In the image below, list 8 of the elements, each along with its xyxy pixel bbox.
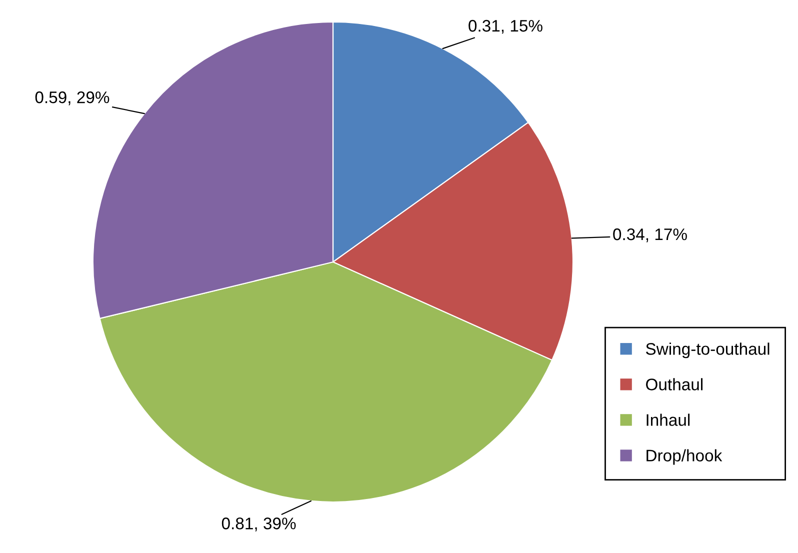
legend-label: Outhaul: [646, 378, 702, 390]
data-label: 0.31, 15%: [468, 20, 542, 34]
data-label: 0.59, 29%: [35, 91, 110, 106]
legend-label: Drop/hook: [646, 449, 722, 465]
legend-label: Inhaul: [646, 414, 690, 426]
data-label: 0.34, 17%: [613, 228, 687, 242]
data-label: 0.81, 39%: [222, 518, 296, 532]
legend-label: Swing-to-outhaul: [646, 342, 770, 358]
